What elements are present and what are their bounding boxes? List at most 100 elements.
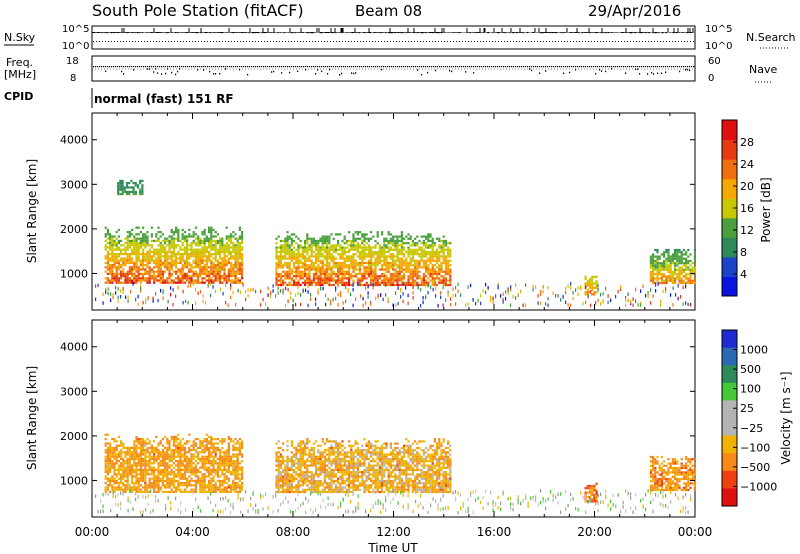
power-cell: [409, 250, 412, 254]
power-cell: [214, 248, 217, 251]
power-cell: [339, 277, 342, 280]
power-cell: [199, 237, 202, 240]
power-cell: [431, 242, 434, 245]
velocity-cell: [216, 475, 219, 478]
power-cell: [663, 273, 666, 276]
velocity-cell: [124, 455, 127, 458]
velocity-cell: [166, 486, 169, 489]
velocity-cell: [312, 484, 315, 487]
velocity-cell: [284, 484, 287, 487]
power-cell: [427, 257, 430, 260]
power-cell: [376, 279, 379, 282]
velocity-cell: [317, 460, 320, 463]
power-cell: [179, 239, 182, 242]
power-cell: [219, 270, 222, 273]
power-cell: [425, 264, 428, 267]
velocity-cell: [142, 475, 145, 478]
velocity-cell: [183, 464, 186, 467]
power-cell: [177, 261, 180, 264]
power-cell: [286, 239, 289, 243]
power-cell: [308, 272, 311, 276]
power-cell: [365, 242, 368, 245]
power-cell: [150, 233, 153, 236]
velocity-cell: [157, 482, 160, 485]
velocity-cell: [124, 468, 127, 471]
power-cell: [687, 268, 690, 271]
power-speckle: [660, 299, 662, 304]
velocity-cell: [104, 457, 107, 460]
power-cell: [422, 277, 425, 280]
velocity-cell: [232, 479, 235, 482]
power-cell: [326, 253, 329, 256]
power-cell: [429, 257, 432, 260]
power-cell: [411, 272, 414, 276]
power-cell: [431, 255, 434, 258]
power-cell: [348, 268, 351, 271]
velocity-cell: [339, 468, 342, 472]
power-cell: [328, 237, 331, 240]
power-cell: [121, 188, 124, 191]
velocity-cell: [190, 457, 193, 460]
power-cell: [308, 248, 311, 251]
power-cell: [411, 268, 414, 271]
power-cell: [321, 264, 324, 267]
power-cell: [142, 244, 145, 247]
velocity-cell: [299, 475, 302, 478]
power-cell: [411, 250, 414, 254]
velocity-cell: [326, 484, 329, 487]
velocity-cell: [238, 490, 241, 493]
power-cell: [354, 268, 357, 271]
power-speckle: [140, 286, 142, 291]
power-cell: [361, 253, 364, 256]
power-cell: [389, 281, 392, 284]
velocity-cell: [203, 457, 206, 460]
power-cell: [297, 250, 300, 254]
power-cell: [117, 193, 120, 196]
power-cell: [194, 261, 197, 264]
power-speckle: [155, 291, 157, 296]
power-cell: [356, 277, 359, 280]
velocity-cell: [227, 484, 230, 487]
velocity-cell: [190, 477, 193, 480]
velocity-cell: [312, 482, 315, 485]
power-cell: [387, 239, 390, 243]
velocity-cell: [277, 464, 280, 467]
power-cell: [652, 275, 655, 278]
velocity-cell: [221, 490, 224, 493]
velocity-cell: [317, 488, 320, 491]
power-speckle: [342, 301, 344, 305]
power-cell: [440, 255, 443, 258]
power-cell: [306, 237, 309, 240]
power-cell: [157, 261, 160, 264]
power-cell: [394, 277, 397, 280]
power-cell: [361, 277, 364, 280]
velocity-cell: [227, 462, 230, 465]
velocity-cell: [308, 482, 311, 485]
power-cell: [433, 277, 436, 280]
power-cell: [381, 259, 384, 262]
velocity-cell: [192, 444, 195, 447]
power-cell: [321, 270, 324, 273]
power-cell: [374, 246, 377, 249]
power-cell: [161, 272, 164, 275]
velocity-cell: [310, 475, 313, 478]
power-cell: [142, 248, 145, 251]
power-cell: [238, 250, 241, 253]
power-cell: [290, 268, 293, 271]
power-cell: [275, 266, 278, 269]
power-cell: [352, 259, 355, 262]
velocity-cell: [188, 449, 191, 452]
power-cell: [190, 281, 193, 284]
velocity-cell: [153, 451, 156, 454]
velocity-cell: [236, 482, 239, 485]
velocity-cell: [203, 473, 206, 476]
power-cell: [230, 270, 233, 273]
velocity-cell: [319, 444, 322, 447]
velocity-cell: [323, 477, 326, 480]
power-cell: [691, 281, 694, 285]
velocity-cell: [306, 457, 309, 461]
power-cell: [284, 242, 287, 245]
power-cell: [205, 261, 208, 264]
power-cell: [159, 259, 162, 262]
power-cell: [146, 279, 149, 282]
